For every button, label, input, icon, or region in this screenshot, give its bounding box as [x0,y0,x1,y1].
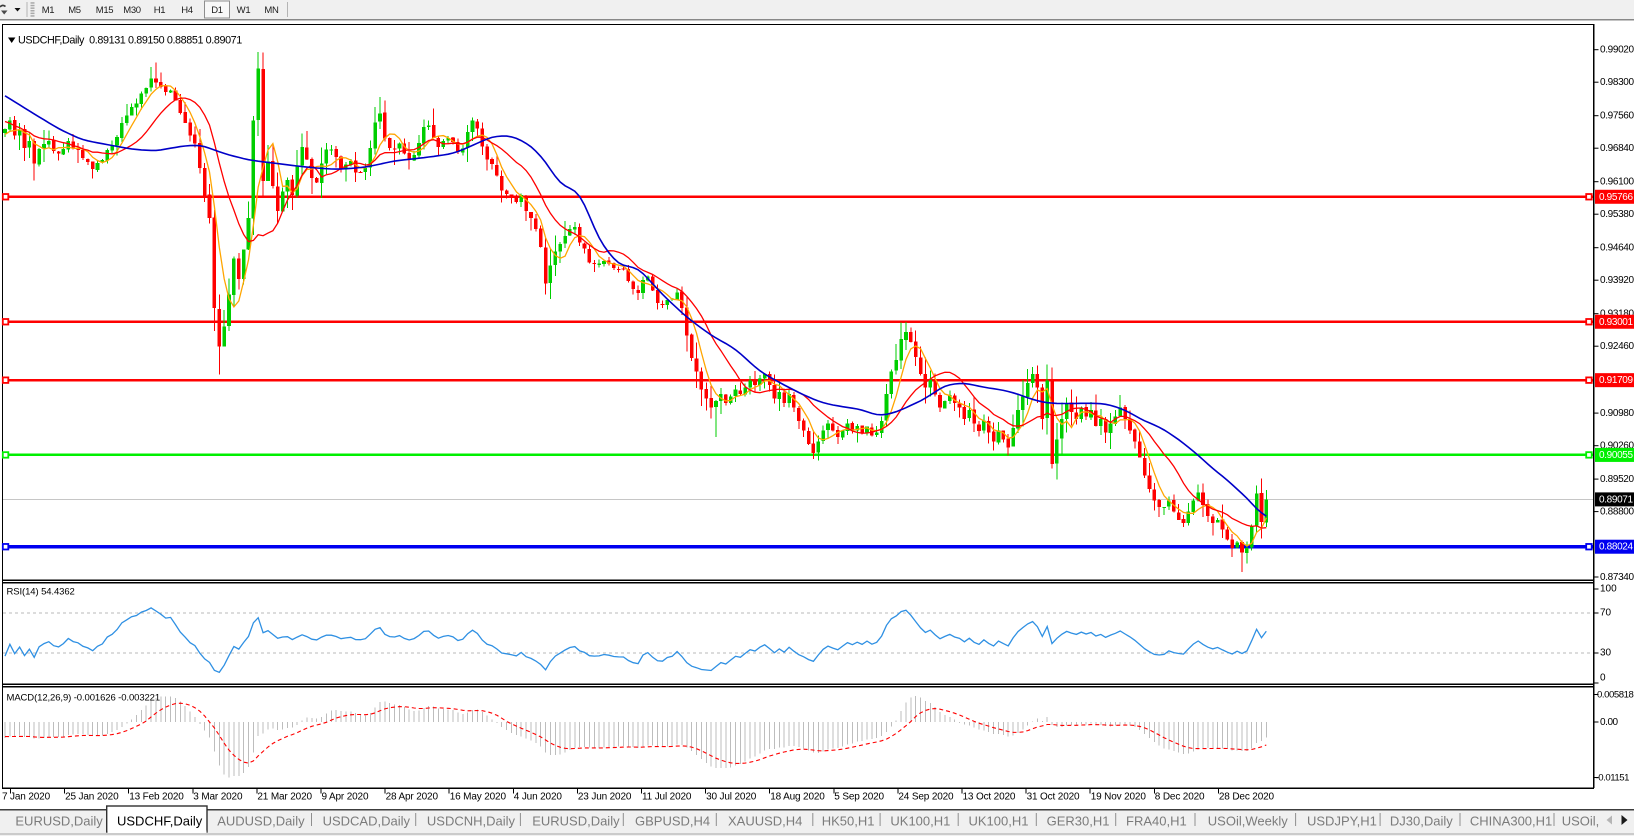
svg-text:USOil,Weekly: USOil,Weekly [1208,814,1288,829]
svg-text:0.90980: 0.90980 [1600,408,1634,419]
svg-text:31 Oct 2020: 31 Oct 2020 [1027,792,1080,803]
svg-text:8 Dec 2020: 8 Dec 2020 [1155,792,1205,803]
svg-text:0.88800: 0.88800 [1600,507,1634,518]
svg-text:7 Jan 2020: 7 Jan 2020 [2,792,51,803]
svg-text:23 Jun 2020: 23 Jun 2020 [578,792,632,803]
svg-text:11 Jul 2020: 11 Jul 2020 [642,792,692,803]
svg-text:3 Mar 2020: 3 Mar 2020 [193,792,243,803]
svg-text:XAUUSD,H4: XAUUSD,H4 [728,814,802,829]
svg-text:70: 70 [1600,608,1612,619]
svg-text:0.90260: 0.90260 [1600,441,1634,452]
svg-text:RSI(14) 54.4362: RSI(14) 54.4362 [7,587,75,598]
svg-text:30: 30 [1600,648,1612,659]
svg-text:M15: M15 [96,5,114,16]
svg-text:D1: D1 [211,5,223,16]
svg-text:9 Apr 2020: 9 Apr 2020 [322,792,369,803]
svg-text:0.91709: 0.91709 [1599,375,1633,386]
svg-text:0.89071: 0.89071 [1599,494,1633,505]
svg-text:0.93920: 0.93920 [1600,275,1634,286]
svg-text:M30: M30 [123,5,141,16]
svg-text:0.98300: 0.98300 [1600,77,1634,88]
svg-text:0.87340: 0.87340 [1600,572,1634,583]
svg-text:0.005818: 0.005818 [1597,690,1634,701]
svg-text:USDCAD,Daily: USDCAD,Daily [323,814,411,829]
svg-text:EURUSD,Daily: EURUSD,Daily [532,814,620,829]
svg-text:FRA40,H1: FRA40,H1 [1126,814,1187,829]
svg-text:MN: MN [264,5,279,16]
svg-text:0.93001: 0.93001 [1599,317,1633,328]
svg-text:28 Dec 2020: 28 Dec 2020 [1219,792,1275,803]
svg-text:DJ30,Daily: DJ30,Daily [1390,814,1453,829]
svg-text:13 Feb 2020: 13 Feb 2020 [129,792,184,803]
svg-text:0.99020: 0.99020 [1600,45,1634,56]
svg-text:0.95766: 0.95766 [1599,192,1633,203]
svg-text:W1: W1 [237,5,251,16]
svg-text:0.95380: 0.95380 [1600,209,1634,220]
svg-text:HK50,H1: HK50,H1 [822,814,875,829]
svg-text:5 Sep 2020: 5 Sep 2020 [834,792,884,803]
svg-text:100: 100 [1600,584,1617,595]
svg-text:0.97560: 0.97560 [1600,111,1634,122]
svg-text:21 Mar 2020: 21 Mar 2020 [257,792,312,803]
svg-text:0.96100: 0.96100 [1600,177,1634,188]
svg-text:GBPUSD,H4: GBPUSD,H4 [635,814,710,829]
svg-text:CHINA300,H1: CHINA300,H1 [1470,814,1552,829]
svg-text:UK100,H1: UK100,H1 [890,814,950,829]
svg-text:16 May 2020: 16 May 2020 [450,792,507,803]
svg-text:0.90055: 0.90055 [1599,450,1633,461]
svg-text:0.93180: 0.93180 [1600,309,1634,320]
svg-text:H1: H1 [154,5,166,16]
svg-text:0.89520: 0.89520 [1600,474,1634,485]
svg-text:EURUSD,Daily: EURUSD,Daily [15,814,103,829]
svg-text:M1: M1 [42,5,55,16]
svg-text:USDCHF,Daily: USDCHF,Daily [117,814,203,829]
svg-text:M5: M5 [68,5,81,16]
svg-text:0.96840: 0.96840 [1600,143,1634,154]
svg-text:4 Jun 2020: 4 Jun 2020 [514,792,563,803]
svg-text:-0.01151: -0.01151 [1596,773,1630,784]
svg-text:MACD(12,26,9) -0.001626 -0.003: MACD(12,26,9) -0.001626 -0.003221 [7,693,161,704]
svg-text:USOil,: USOil, [1562,814,1600,829]
svg-text:30 Jul 2020: 30 Jul 2020 [706,792,757,803]
svg-text:H4: H4 [181,5,193,16]
svg-text:USDJPY,H1: USDJPY,H1 [1307,814,1377,829]
svg-text:UK100,H1: UK100,H1 [969,814,1029,829]
svg-text:0.00: 0.00 [1600,717,1619,728]
svg-text:24 Sep 2020: 24 Sep 2020 [898,792,954,803]
svg-text:19 Nov 2020: 19 Nov 2020 [1091,792,1147,803]
svg-text:18 Aug 2020: 18 Aug 2020 [770,792,825,803]
svg-text:AUDUSD,Daily: AUDUSD,Daily [217,814,305,829]
svg-text:0: 0 [1600,673,1606,684]
svg-text:USDCNH,Daily: USDCNH,Daily [427,814,516,829]
svg-text:13 Oct 2020: 13 Oct 2020 [963,792,1016,803]
svg-text:0.92460: 0.92460 [1600,341,1634,352]
svg-text:0.94640: 0.94640 [1600,243,1634,254]
svg-text:GER30,H1: GER30,H1 [1047,814,1110,829]
svg-text:28 Apr 2020: 28 Apr 2020 [386,792,439,803]
svg-text:0.88024: 0.88024 [1599,542,1633,553]
svg-text:USDCHF,Daily 0.89131 0.89150: USDCHF,Daily 0.89131 0.89150 0.88851 0.8… [18,35,242,47]
svg-text:25 Jan 2020: 25 Jan 2020 [65,792,119,803]
